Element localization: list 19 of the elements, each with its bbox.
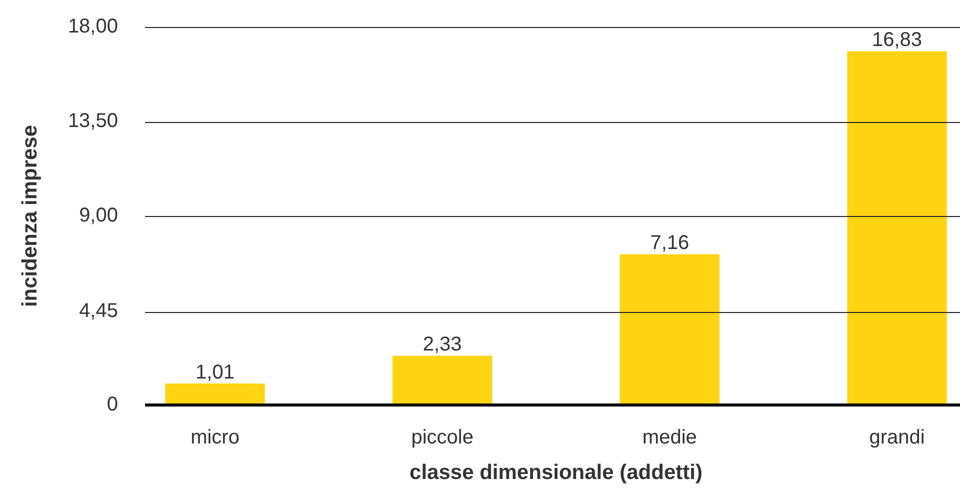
y-tick-label: 4,45 [79,300,118,322]
data-label: 1,01 [196,361,234,384]
x-tick-label: medie [642,426,697,449]
y-tick-label: 18,00 [68,16,118,38]
y-tick-label: 13,50 [68,110,118,132]
x-axis-title: classe dimensionale (addetti) [410,461,702,484]
y-tick-label: 0 [106,394,118,416]
bar [392,356,492,406]
y-tick-label: 9,00 [79,204,118,227]
bar [165,383,265,406]
bar [620,254,720,406]
data-label: 16,83 [872,29,922,52]
x-tick-label: micro [190,426,240,449]
x-tick-label: grandi [869,426,925,449]
bar [847,51,947,406]
data-label: 2,33 [422,334,462,356]
x-tick-label: piccole [411,426,474,449]
y-axis-title: incidenza imprese [18,124,42,308]
data-label: 7,16 [650,232,690,254]
